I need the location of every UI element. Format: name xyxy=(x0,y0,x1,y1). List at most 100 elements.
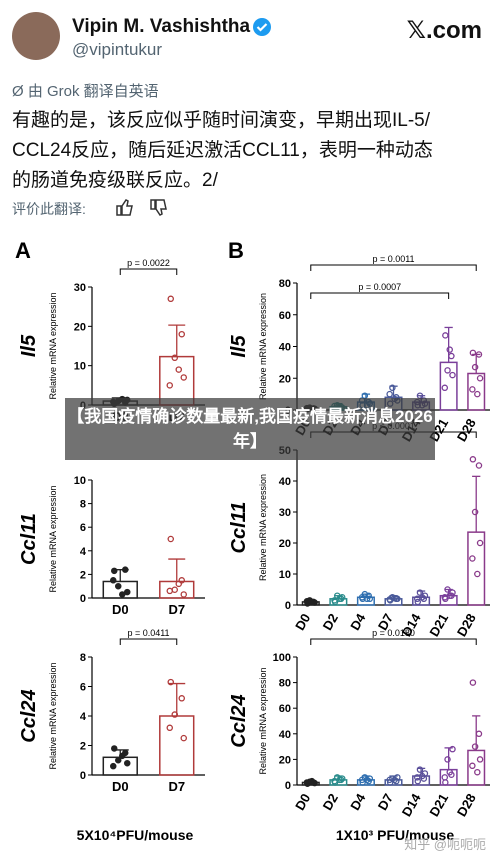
data-point xyxy=(416,766,424,773)
y-tick-label: 10 xyxy=(74,475,86,487)
y-tick-label: 40 xyxy=(279,476,291,488)
data-point xyxy=(336,595,343,603)
x-tick-label: D2 xyxy=(320,791,341,813)
y-tick-label: 80 xyxy=(279,278,291,290)
y-axis-label: Relative mRNA expression xyxy=(258,667,268,774)
data-point xyxy=(394,595,401,603)
data-point xyxy=(469,762,476,770)
data-point xyxy=(474,570,481,578)
bar xyxy=(159,715,195,776)
p-value: p = 0.0180 xyxy=(372,628,415,638)
x-tick-label: D21 xyxy=(426,791,451,819)
data-point xyxy=(124,588,131,596)
y-axis-label: Relative mRNA expression xyxy=(48,292,58,399)
data-point xyxy=(474,390,481,398)
data-point xyxy=(363,776,371,784)
data-point xyxy=(119,752,126,760)
y-tick-label: 20 xyxy=(279,754,291,766)
x-tick-label: D7 xyxy=(375,611,396,633)
x-tick-label: D7 xyxy=(375,791,396,813)
data-point xyxy=(110,762,117,770)
overlay-banner: 【我国疫情确诊数量最新,我国疫情最新消息2026年】 xyxy=(65,398,435,460)
x-tick-label: D21 xyxy=(426,611,451,639)
data-point xyxy=(448,352,455,360)
data-point xyxy=(308,777,316,785)
data-point xyxy=(308,598,316,606)
text-line: CCL24反应，随后延迟激活CCL11，表明一种动态 xyxy=(12,140,433,161)
y-tick-label: 30 xyxy=(74,282,86,294)
gene-label: Ccl24 xyxy=(228,694,250,747)
data-point xyxy=(171,354,178,362)
significance-bracket xyxy=(310,292,450,299)
panel-label: B xyxy=(228,238,244,263)
data-point xyxy=(175,580,182,588)
data-point xyxy=(180,374,187,381)
site-logo[interactable]: 𝕏.com xyxy=(406,17,482,44)
x-tick-label: D4 xyxy=(347,610,369,633)
data-point xyxy=(178,330,185,338)
panel-caption: 1X10³ PFU/mouse xyxy=(336,827,454,843)
data-point xyxy=(444,586,451,593)
y-tick-label: 10 xyxy=(74,361,86,373)
y-tick-label: 0 xyxy=(80,593,86,605)
significance-bracket xyxy=(119,268,178,275)
y-tick-label: 0 xyxy=(285,600,291,612)
y-axis-label: Relative mRNA expression xyxy=(258,293,268,400)
rate-buttons[interactable] xyxy=(115,198,175,218)
x-tick-label: D0 xyxy=(292,791,313,813)
x-tick-label: D0 xyxy=(112,779,129,794)
p-value: p = 0.0411 xyxy=(127,628,169,638)
gene-label: Ccl24 xyxy=(18,689,40,742)
data-point xyxy=(476,374,484,382)
y-tick-label: 20 xyxy=(74,321,86,333)
data-point xyxy=(469,386,476,393)
gene-label: Ccl11 xyxy=(18,513,40,565)
y-tick-label: 4 xyxy=(80,711,87,723)
y-tick-label: 8 xyxy=(80,652,86,664)
tweet-text: 有趣的是，该反应似乎随时间演变，早期出现IL-5/ CCL24反应，随后延迟激活… xyxy=(12,106,433,196)
data-point xyxy=(414,777,422,785)
data-point xyxy=(471,508,479,516)
data-point xyxy=(444,367,451,374)
significance-bracket xyxy=(310,264,477,271)
verified-badge xyxy=(253,18,271,36)
data-point xyxy=(111,745,118,752)
data-point xyxy=(414,598,422,606)
y-tick-label: 20 xyxy=(279,373,291,385)
panel-label: A xyxy=(15,238,31,263)
y-axis-label: Relative mRNA expression xyxy=(48,485,58,592)
data-point xyxy=(366,595,374,603)
data-point xyxy=(446,768,453,776)
y-tick-label: 20 xyxy=(279,538,291,550)
data-point xyxy=(449,745,456,753)
x-tick-label: D0 xyxy=(292,611,313,633)
data-point xyxy=(171,711,178,718)
y-tick-label: 40 xyxy=(279,342,291,354)
data-point xyxy=(178,695,185,702)
x-tick-label: D14 xyxy=(399,790,424,819)
avatar[interactable] xyxy=(12,12,60,60)
data-point xyxy=(115,582,122,590)
x-tick-label: D7 xyxy=(168,602,185,617)
data-point xyxy=(386,390,393,398)
data-point xyxy=(175,366,182,373)
data-point xyxy=(471,363,479,371)
x-tick-label: D2 xyxy=(320,611,341,633)
data-point xyxy=(115,757,122,764)
author-name[interactable]: Vipin M. Vashishtha xyxy=(72,16,251,37)
data-point xyxy=(166,382,173,389)
y-axis-label: Relative mRNA expression xyxy=(48,662,58,769)
data-point xyxy=(166,724,173,732)
text-line: 的肠道免疫级联反应。2/ xyxy=(12,170,218,191)
data-point xyxy=(444,756,451,763)
author-handle[interactable]: @vipintukur xyxy=(72,40,163,59)
x-tick-label: D28 xyxy=(454,611,479,639)
p-value: p = 0.0011 xyxy=(372,254,414,264)
data-point xyxy=(122,566,129,573)
y-tick-label: 0 xyxy=(80,770,86,782)
data-point xyxy=(469,349,477,357)
y-tick-label: 80 xyxy=(279,678,291,690)
y-tick-label: 6 xyxy=(80,522,86,534)
data-point xyxy=(124,759,131,767)
watermark: 知乎 @呃呃呃 xyxy=(404,837,486,852)
